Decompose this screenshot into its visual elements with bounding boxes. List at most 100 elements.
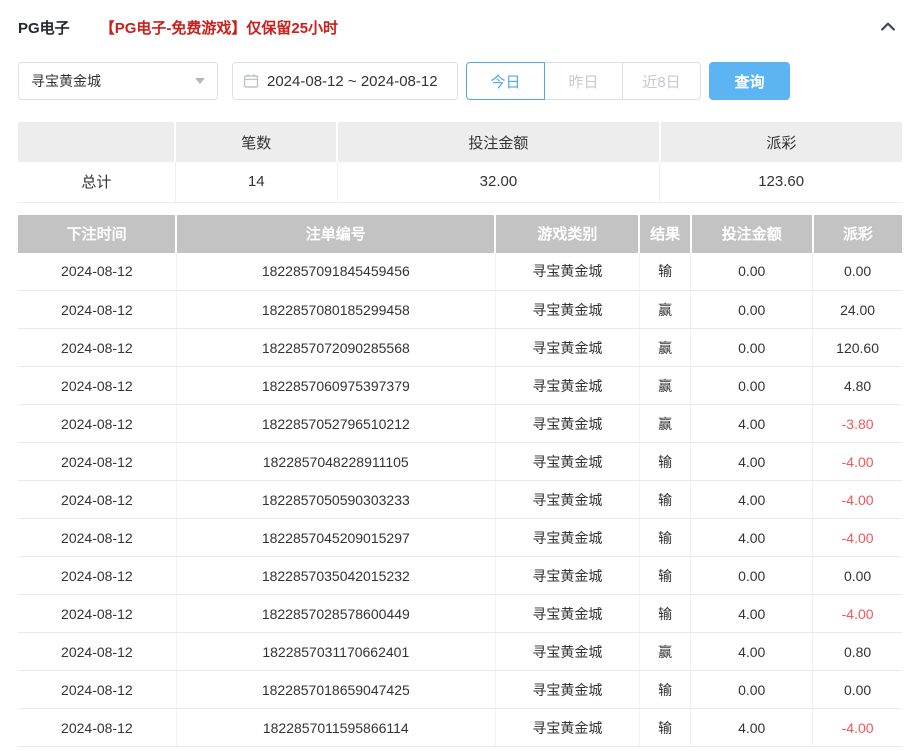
cell-order-id: 1822857035042015232 <box>175 556 496 595</box>
summary-header-row: 笔数 投注金额 派彩 <box>18 122 902 162</box>
summary-header-blank <box>18 122 176 162</box>
cell-bet-time: 2024-08-12 <box>18 670 177 709</box>
cell-payout: 4.80 <box>812 366 902 405</box>
bet-table-header-row: 下注时间 注单编号 游戏类别 结果 投注金额 派彩 <box>18 214 902 253</box>
range-button-today[interactable]: 今日 <box>466 62 545 100</box>
cell-payout: -4.00 <box>812 480 902 519</box>
header-order-id: 注单编号 <box>175 214 496 253</box>
cell-bet-time: 2024-08-12 <box>18 518 177 557</box>
cell-game-type: 寻宝黄金城 <box>494 708 640 747</box>
cell-order-id: 1822857050590303233 <box>175 480 496 519</box>
cell-game-type: 寻宝黄金城 <box>494 252 640 291</box>
panel-notice: 【PG电子-免费游戏】仅保留25小时 <box>99 19 339 37</box>
filter-bar: 寻宝黄金城 2024-08-12 ~ 2024-08-12 今日 昨日 近8日 … <box>0 62 920 100</box>
cell-game-type: 寻宝黄金城 <box>494 480 640 519</box>
cell-bet-amount: 0.00 <box>690 670 813 709</box>
cell-bet-time: 2024-08-12 <box>18 328 177 367</box>
cell-payout: 0.00 <box>812 556 902 595</box>
cell-game-type: 寻宝黄金城 <box>494 594 640 633</box>
bet-table-row: 2024-08-12 1822857050590303233 寻宝黄金城输 4.00-… <box>18 480 902 519</box>
cell-result: 赢 <box>638 328 691 367</box>
date-range-picker[interactable]: 2024-08-12 ~ 2024-08-12 <box>232 62 458 100</box>
cell-bet-amount: 4.00 <box>690 594 813 633</box>
summary-total-bet-amount: 32.00 <box>336 162 660 203</box>
header-payout: 派彩 <box>811 214 902 253</box>
cell-bet-time: 2024-08-12 <box>18 632 177 671</box>
cell-game-type: 寻宝黄金城 <box>494 632 640 671</box>
cell-game-type: 寻宝黄金城 <box>494 518 640 557</box>
cell-result: 输 <box>638 556 691 595</box>
chevron-up-icon <box>878 17 898 37</box>
cell-result: 赢 <box>638 632 691 671</box>
cell-bet-amount: 0.00 <box>690 366 813 405</box>
bet-table-row: 2024-08-12 1822857035042015232 寻宝黄金城输 0.00 0… <box>18 556 902 595</box>
bet-table-row: 2024-08-12 1822857011595866114 寻宝黄金城输 4.00-… <box>18 708 902 747</box>
cell-bet-amount: 0.00 <box>690 290 813 329</box>
cell-game-type: 寻宝黄金城 <box>494 328 640 367</box>
summary-header-payout: 派彩 <box>658 122 902 162</box>
summary-table: 笔数 投注金额 派彩 总计 14 32.00 123.60 <box>18 122 902 203</box>
cell-order-id: 1822857045209015297 <box>175 518 496 557</box>
cell-bet-time: 2024-08-12 <box>18 708 177 747</box>
cell-order-id: 1822857048228911105 <box>175 442 496 481</box>
summary-total-payout: 123.60 <box>659 162 902 203</box>
cell-payout: 24.00 <box>812 290 902 329</box>
range-button-yesterday[interactable]: 昨日 <box>544 62 623 100</box>
cell-result: 赢 <box>638 366 691 405</box>
bet-table-row: 2024-08-12 1822857052796510212 寻宝黄金城赢 4.00-… <box>18 404 902 443</box>
cell-order-id: 1822857091845459456 <box>175 252 496 291</box>
cell-payout: -4.00 <box>812 442 902 481</box>
cell-payout: 0.80 <box>812 632 902 671</box>
cell-order-id: 1822857018659047425 <box>175 670 496 709</box>
header-bet-time: 下注时间 <box>18 214 177 253</box>
range-button-last8days[interactable]: 近8日 <box>622 62 701 100</box>
cell-bet-time: 2024-08-12 <box>18 252 177 291</box>
cell-bet-time: 2024-08-12 <box>18 404 177 443</box>
cell-result: 输 <box>638 594 691 633</box>
cell-order-id: 1822857031170662401 <box>175 632 496 671</box>
summary-total-row: 总计 14 32.00 123.60 <box>18 162 902 203</box>
cell-result: 输 <box>638 708 691 747</box>
cell-result: 输 <box>638 518 691 557</box>
cell-payout: 120.60 <box>812 328 902 367</box>
summary-total-count: 14 <box>174 162 338 203</box>
summary-header-bet-amount: 投注金额 <box>336 122 660 162</box>
panel-header: PG电子 【PG电子-免费游戏】仅保留25小时 <box>0 0 920 54</box>
cell-bet-amount: 4.00 <box>690 708 813 747</box>
cell-result: 输 <box>638 252 691 291</box>
cell-result: 输 <box>638 442 691 481</box>
cell-bet-time: 2024-08-12 <box>18 480 177 519</box>
cell-order-id: 1822857028578600449 <box>175 594 496 633</box>
cell-bet-time: 2024-08-12 <box>18 556 177 595</box>
search-button[interactable]: 查询 <box>709 62 790 100</box>
bet-records-table: 下注时间 注单编号 游戏类别 结果 投注金额 派彩 2024-08-12 1822… <box>18 214 902 747</box>
bet-table-row: 2024-08-12 1822857028578600449 寻宝黄金城输 4.00-… <box>18 594 902 633</box>
cell-result: 赢 <box>638 290 691 329</box>
cell-result: 赢 <box>638 404 691 443</box>
quick-range-group: 今日 昨日 近8日 <box>466 62 701 100</box>
cell-order-id: 1822857072090285568 <box>175 328 496 367</box>
cell-payout: -4.00 <box>812 518 902 557</box>
cell-order-id: 1822857080185299458 <box>175 290 496 329</box>
cell-order-id: 1822857052796510212 <box>175 404 496 443</box>
cell-payout: -4.00 <box>812 594 902 633</box>
cell-game-type: 寻宝黄金城 <box>494 556 640 595</box>
bet-table-row: 2024-08-12 1822857060975397379 寻宝黄金城赢 0.00 4… <box>18 366 902 405</box>
cell-bet-amount: 4.00 <box>690 518 813 557</box>
collapse-panel-button[interactable] <box>876 15 900 39</box>
header-game-type: 游戏类别 <box>494 214 640 253</box>
game-select[interactable]: 寻宝黄金城 <box>18 62 218 100</box>
cell-payout: -3.80 <box>812 404 902 443</box>
bet-table-body: 2024-08-12 1822857091845459456 寻宝黄金城输 0.00 0… <box>18 252 902 747</box>
header-bet-amount: 投注金额 <box>689 214 813 253</box>
bet-table-row: 2024-08-12 1822857018659047425 寻宝黄金城输 0.00 0… <box>18 670 902 709</box>
cell-payout: 0.00 <box>812 252 902 291</box>
cell-payout: -4.00 <box>812 708 902 747</box>
cell-bet-amount: 4.00 <box>690 404 813 443</box>
cell-bet-amount: 0.00 <box>690 556 813 595</box>
cell-bet-amount: 0.00 <box>690 328 813 367</box>
caret-down-icon <box>195 78 205 84</box>
bet-table-row: 2024-08-12 1822857091845459456 寻宝黄金城输 0.00 0… <box>18 252 902 291</box>
bet-table-row: 2024-08-12 1822857048228911105 寻宝黄金城输 4.00-… <box>18 442 902 481</box>
cell-game-type: 寻宝黄金城 <box>494 290 640 329</box>
